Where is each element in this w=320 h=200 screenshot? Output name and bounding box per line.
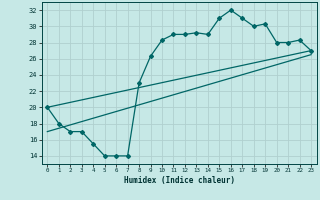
X-axis label: Humidex (Indice chaleur): Humidex (Indice chaleur) [124,176,235,185]
